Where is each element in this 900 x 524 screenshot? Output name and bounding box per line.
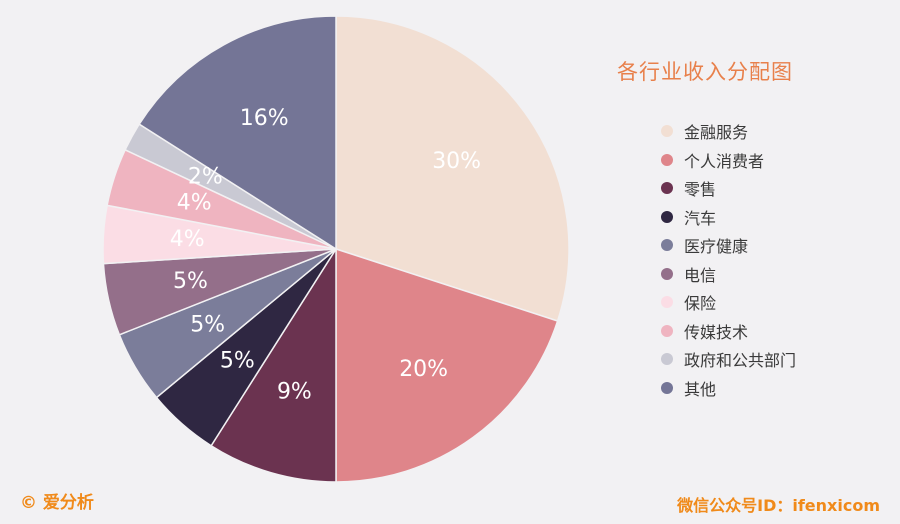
pie-slice-2 xyxy=(210,246,337,483)
legend-swatch-3 xyxy=(661,210,673,223)
legend-swatch-0 xyxy=(661,125,673,138)
legend-label-9: 其他 xyxy=(684,379,717,399)
legend-label-8: 政府和公共部门 xyxy=(684,351,797,371)
legend-label-7: 传媒技术 xyxy=(684,322,749,342)
legend-label-3: 汽车 xyxy=(684,208,717,228)
legend-item-3: 汽车 xyxy=(661,203,796,232)
legend-label-0: 金融服务 xyxy=(684,123,749,143)
wechat-id-label: 微信公众号ID：ifenxicom xyxy=(677,496,880,515)
legend-label-6: 保险 xyxy=(684,294,717,314)
legend-item-0: 金融服务 xyxy=(661,117,796,146)
legend-swatch-9 xyxy=(661,381,673,394)
pie-slice-label-3: 5% xyxy=(220,348,255,373)
pie-slice-label-1: 20% xyxy=(399,357,448,382)
legend-swatch-4 xyxy=(661,239,673,252)
legend-item-8: 政府和公共部门 xyxy=(661,345,796,374)
pie-slice-0 xyxy=(335,15,570,322)
copyright-label: © 爱分析 xyxy=(20,493,94,513)
legend-label-5: 电信 xyxy=(684,265,717,285)
legend-swatch-8 xyxy=(661,353,673,366)
legend-item-6: 保险 xyxy=(661,288,796,317)
pie-slice-label-4: 5% xyxy=(190,312,225,337)
legend-item-2: 零售 xyxy=(661,174,796,203)
pie-slice-label-9: 16% xyxy=(240,106,289,131)
legend-label-1: 个人消费者 xyxy=(684,151,765,171)
legend: 金融服务个人消费者零售汽车医疗健康电信保险传媒技术政府和公共部门 其他 xyxy=(661,117,796,402)
pie-slice-9 xyxy=(138,15,337,251)
legend-item-1: 个人消费者 xyxy=(661,146,796,175)
legend-swatch-7 xyxy=(661,324,673,337)
legend-label-4: 医疗健康 xyxy=(684,237,749,257)
pie-slice-label-7: 4% xyxy=(177,190,212,215)
pie-chart: 30%20%9%5%5%5%4%4%2%16% xyxy=(102,15,570,483)
legend-item-9: 其他 xyxy=(661,374,796,403)
pie-slice-label-0: 30% xyxy=(432,149,481,174)
chart-title: 各行业收入分配图 xyxy=(617,60,793,84)
pie-slice-label-6: 4% xyxy=(170,227,205,252)
legend-label-2: 零售 xyxy=(684,180,717,200)
pie-slice-label-5: 5% xyxy=(173,269,208,294)
legend-item-7: 传媒技术 xyxy=(661,317,796,346)
pie-slice-label-2: 9% xyxy=(277,380,312,405)
legend-swatch-5 xyxy=(661,267,673,280)
legend-item-5: 电信 xyxy=(661,260,796,289)
legend-item-4: 医疗健康 xyxy=(661,231,796,260)
legend-swatch-6 xyxy=(661,296,673,309)
legend-swatch-2 xyxy=(661,182,673,195)
pie-slice-1 xyxy=(335,247,559,483)
legend-swatch-1 xyxy=(661,153,673,166)
pie-slice-label-8: 2% xyxy=(188,165,223,190)
